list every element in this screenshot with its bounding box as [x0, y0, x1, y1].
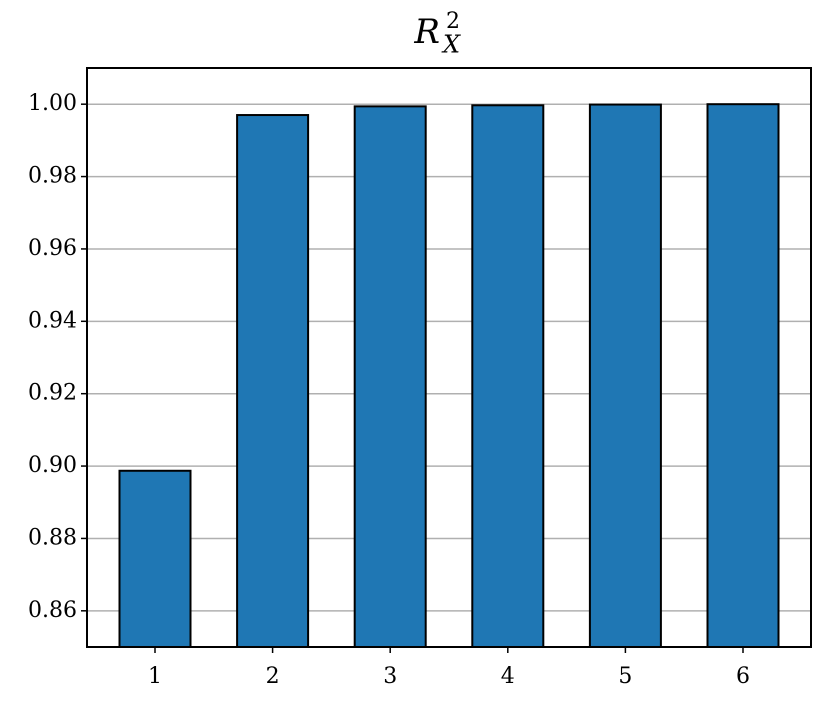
y-tick-label: 0.94 [28, 308, 77, 333]
y-tick-label: 0.90 [28, 453, 77, 478]
bar [471, 104, 545, 648]
bar [118, 469, 192, 648]
x-tick-label: 6 [736, 664, 750, 689]
x-tick-label: 4 [501, 664, 515, 689]
chart-title: R [413, 12, 440, 52]
bar [588, 103, 662, 648]
plot-frame [86, 67, 812, 648]
y-tick-label: 0.98 [28, 164, 77, 189]
y-tick-label: 0.88 [28, 525, 77, 550]
chart-title-superscript: 2 [446, 9, 460, 34]
x-tick-label: 1 [148, 664, 162, 689]
y-tick-label: 0.86 [28, 598, 77, 623]
y-tick-label: 1.00 [28, 91, 77, 116]
y-tick-label: 0.96 [28, 236, 77, 261]
bar [236, 114, 310, 648]
bar [706, 103, 780, 648]
y-tick-label: 0.92 [28, 381, 77, 406]
chart-title-subscript: X [441, 31, 461, 59]
x-tick-label: 3 [383, 664, 397, 689]
bar [353, 105, 427, 648]
x-tick-label: 5 [618, 664, 632, 689]
x-tick-label: 2 [266, 664, 280, 689]
